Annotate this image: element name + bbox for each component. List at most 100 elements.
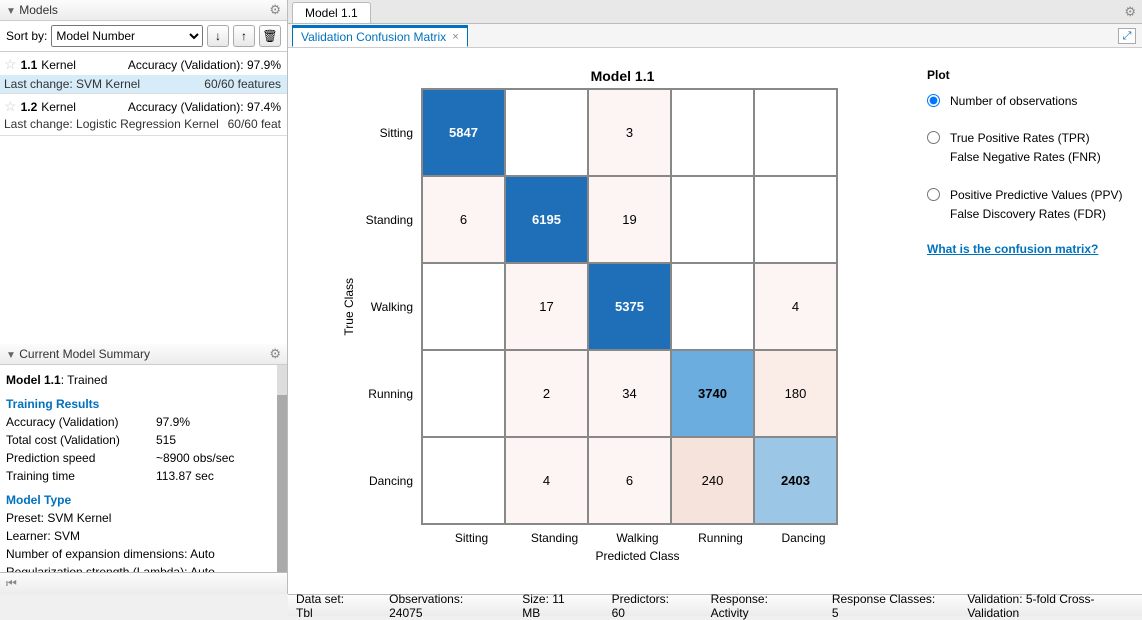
matrix-cell xyxy=(671,263,754,350)
y-tick: Walking xyxy=(356,263,421,350)
y-tick: Sitting xyxy=(356,89,421,176)
tab-confusion-matrix[interactable]: Validation Confusion Matrix × xyxy=(292,25,468,47)
summary-heading: Model 1.1 xyxy=(6,373,61,387)
status-classes: Response Classes: 5 xyxy=(832,592,938,620)
collapse-icon[interactable]: ▼ xyxy=(6,6,16,17)
training-metric: Prediction speed~8900 obs/sec xyxy=(6,449,277,467)
gear-icon[interactable]: ⚙ xyxy=(1124,4,1136,20)
left-panel: ▼ Models ⚙ Sort by: Model Number ↓ ↑ 🗑 ☆… xyxy=(0,0,288,594)
matrix-cell: 240 xyxy=(671,437,754,524)
plot-option[interactable]: True Positive Rates (TPR)False Negative … xyxy=(927,129,1132,167)
status-bar: Data set: Tbl Observations: 24075 Size: … xyxy=(288,594,1142,616)
matrix-cell: 6 xyxy=(588,437,671,524)
x-tick: Standing xyxy=(513,525,596,545)
chart-zone: Model 1.1 True Class SittingStandingWalk… xyxy=(288,48,917,594)
gear-icon[interactable]: ⚙ xyxy=(269,2,281,18)
matrix-cell: 4 xyxy=(754,263,837,350)
x-axis-label: Predicted Class xyxy=(430,549,845,563)
help-link[interactable]: What is the confusion matrix? xyxy=(927,242,1132,256)
training-metric: Training time113.87 sec xyxy=(6,467,277,485)
nav-strip: ⏮ xyxy=(0,572,287,594)
sort-label: Sort by: xyxy=(6,29,47,43)
matrix-cell xyxy=(671,89,754,176)
training-metric: Accuracy (Validation)97.9% xyxy=(6,413,277,431)
tab-model[interactable]: Model 1.1 xyxy=(292,2,371,23)
status-response: Response: Activity xyxy=(711,592,802,620)
status-predictors: Predictors: 60 xyxy=(612,592,681,620)
matrix-cell: 5375 xyxy=(588,263,671,350)
matrix-cell: 34 xyxy=(588,350,671,437)
model-type-line: Number of expansion dimensions: Auto xyxy=(6,545,277,563)
sort-select[interactable]: Model Number xyxy=(51,25,203,47)
status-dataset: Data set: Tbl xyxy=(296,592,359,620)
matrix-cell: 2403 xyxy=(754,437,837,524)
inner-tab-bar: Validation Confusion Matrix × ⤢ xyxy=(288,24,1142,48)
y-tick: Standing xyxy=(356,176,421,263)
matrix-cell: 6 xyxy=(422,176,505,263)
y-axis-label: True Class xyxy=(338,278,356,336)
matrix-cell xyxy=(671,176,754,263)
plot-panel-title: Plot xyxy=(927,68,1132,82)
y-tick: Dancing xyxy=(356,437,421,524)
model-type-line: Regularization strength (Lambda): Auto xyxy=(6,563,277,573)
scrollbar-thumb[interactable] xyxy=(277,395,287,573)
matrix-cell xyxy=(754,176,837,263)
plot-option[interactable]: Number of observations xyxy=(927,92,1132,111)
status-size: Size: 11 MB xyxy=(522,592,581,620)
training-results-header: Training Results xyxy=(6,397,277,411)
models-panel-header: ▼ Models ⚙ xyxy=(0,0,287,21)
confusion-matrix: 58473661951917537542343740180462402403 xyxy=(421,88,838,525)
outer-tab-bar: Model 1.1 ⚙ xyxy=(288,0,1142,24)
close-icon[interactable]: × xyxy=(452,31,458,43)
star-icon[interactable]: ☆ xyxy=(4,56,17,73)
right-panel: Model 1.1 ⚙ Validation Confusion Matrix … xyxy=(288,0,1142,594)
matrix-cell: 17 xyxy=(505,263,588,350)
plot-options-panel: Plot Number of observations True Positive… xyxy=(917,48,1142,594)
delete-button[interactable]: 🗑 xyxy=(259,25,281,47)
radio-input[interactable] xyxy=(927,188,940,201)
matrix-cell: 19 xyxy=(588,176,671,263)
sort-desc-button[interactable]: ↑ xyxy=(233,25,255,47)
collapse-icon[interactable]: ▼ xyxy=(6,350,16,361)
x-tick: Walking xyxy=(596,525,679,545)
expand-icon[interactable]: ⤢ xyxy=(1118,28,1136,44)
model-type-header: Model Type xyxy=(6,493,277,507)
summary-body: Model 1.1: Trained Training Results Accu… xyxy=(0,365,287,573)
model-type-line: Preset: SVM Kernel xyxy=(6,509,277,527)
matrix-cell xyxy=(422,263,505,350)
matrix-cell: 6195 xyxy=(505,176,588,263)
model-type-line: Learner: SVM xyxy=(6,527,277,545)
matrix-cell: 2 xyxy=(505,350,588,437)
x-tick: Dancing xyxy=(762,525,845,545)
chart-title: Model 1.1 xyxy=(338,68,907,84)
status-validation: Validation: 5-fold Cross-Validation xyxy=(967,592,1134,620)
star-icon[interactable]: ☆ xyxy=(4,98,17,115)
matrix-cell: 3740 xyxy=(671,350,754,437)
matrix-cell: 5847 xyxy=(422,89,505,176)
matrix-cell xyxy=(754,89,837,176)
matrix-cell: 180 xyxy=(754,350,837,437)
matrix-cell xyxy=(505,89,588,176)
summary-panel-header: ▼ Current Model Summary ⚙ xyxy=(0,344,287,365)
matrix-cell xyxy=(422,437,505,524)
model-item[interactable]: ☆1.2 KernelAccuracy (Validation): 97.4%L… xyxy=(0,94,287,136)
matrix-cell xyxy=(422,350,505,437)
training-metric: Total cost (Validation)515 xyxy=(6,431,277,449)
x-tick: Sitting xyxy=(430,525,513,545)
x-tick: Running xyxy=(679,525,762,545)
sort-row: Sort by: Model Number ↓ ↑ 🗑 xyxy=(0,21,287,52)
x-tick-labels: SittingStandingWalkingRunningDancing xyxy=(430,525,907,545)
radio-input[interactable] xyxy=(927,131,940,144)
matrix-cell: 4 xyxy=(505,437,588,524)
model-list: ☆1.1 KernelAccuracy (Validation): 97.9%L… xyxy=(0,52,287,136)
y-tick: Running xyxy=(356,350,421,437)
sort-asc-button[interactable]: ↓ xyxy=(207,25,229,47)
gear-icon[interactable]: ⚙ xyxy=(269,346,281,362)
plot-option[interactable]: Positive Predictive Values (PPV)False Di… xyxy=(927,186,1132,224)
status-observations: Observations: 24075 xyxy=(389,592,492,620)
nav-first-icon[interactable]: ⏮ xyxy=(6,576,17,591)
matrix-cell: 3 xyxy=(588,89,671,176)
radio-input[interactable] xyxy=(927,94,940,107)
y-tick-labels: SittingStandingWalkingRunningDancing xyxy=(356,89,421,524)
model-item[interactable]: ☆1.1 KernelAccuracy (Validation): 97.9%L… xyxy=(0,52,287,94)
